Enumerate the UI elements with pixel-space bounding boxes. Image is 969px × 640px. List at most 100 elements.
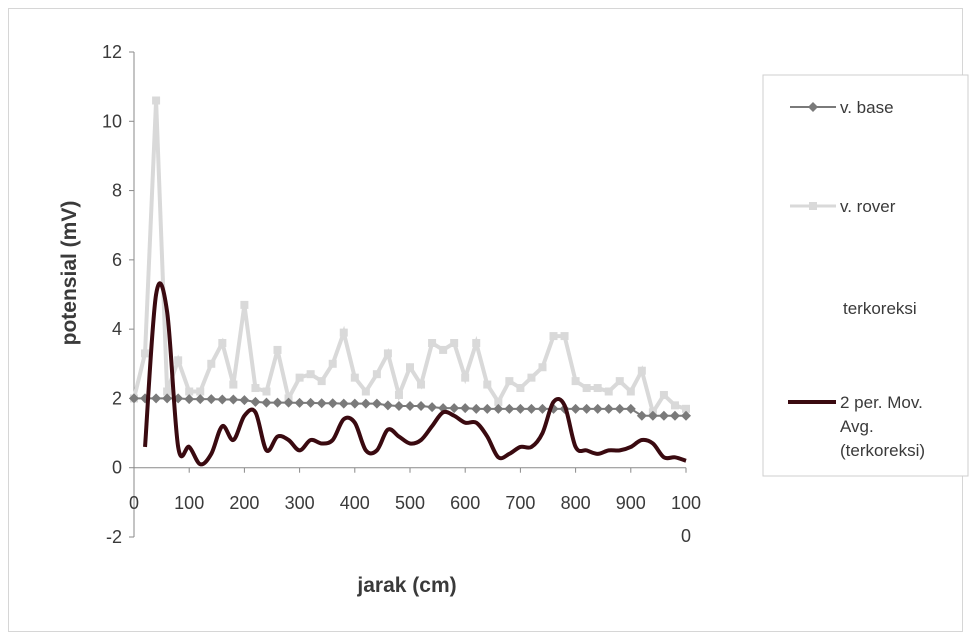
legend-label-terkoreksi: terkoreksi bbox=[843, 299, 917, 318]
y-tick-label: 2 bbox=[112, 388, 122, 408]
y-tick-label: 10 bbox=[102, 111, 122, 131]
data-point-v-base bbox=[338, 398, 349, 409]
data-point-v-rover bbox=[593, 384, 602, 393]
data-point-v-rover bbox=[240, 300, 249, 309]
data-point-v-rover bbox=[560, 332, 569, 341]
data-point-v-base bbox=[316, 398, 327, 409]
data-point-v-rover bbox=[527, 373, 536, 382]
data-point-v-rover bbox=[251, 384, 260, 393]
data-point-v-rover bbox=[549, 332, 558, 341]
data-point-v-rover bbox=[626, 387, 635, 396]
legend-label-line: terkoreksi bbox=[843, 299, 917, 318]
data-point-v-base bbox=[217, 394, 228, 405]
x-axis-title: jarak (cm) bbox=[356, 574, 456, 597]
x-tick-label-line: 400 bbox=[340, 493, 370, 513]
data-point-v-base bbox=[349, 398, 360, 409]
legend-label-v-rover: v. rover bbox=[840, 197, 896, 216]
data-point-v-base bbox=[129, 393, 139, 404]
x-tick-label: 700 bbox=[505, 493, 535, 513]
data-point-v-base bbox=[592, 403, 603, 414]
axes bbox=[129, 51, 687, 538]
data-point-v-rover bbox=[141, 349, 150, 358]
y-tick-label: 12 bbox=[102, 42, 122, 62]
data-point-v-base bbox=[636, 410, 647, 421]
data-point-v-rover bbox=[483, 380, 492, 389]
legend-label-v-base: v. base bbox=[840, 98, 894, 117]
x-tick-label: 600 bbox=[450, 493, 480, 513]
x-tick-label: 0 bbox=[129, 493, 139, 513]
legend-label-line: 2 per. Mov. bbox=[840, 393, 923, 412]
data-point-v-rover bbox=[439, 345, 448, 354]
data-point-v-rover bbox=[185, 387, 194, 396]
x-tick-label-line: 200 bbox=[229, 493, 259, 513]
data-point-v-rover bbox=[317, 377, 326, 386]
data-point-v-base bbox=[195, 394, 206, 405]
series-layer bbox=[129, 96, 691, 467]
data-point-v-base bbox=[305, 397, 316, 408]
x-tick-label-line: 800 bbox=[561, 493, 591, 513]
y-axis-title: potensial (mV) bbox=[58, 201, 81, 346]
data-point-v-rover bbox=[615, 377, 624, 386]
x-tick-label: 100 0 bbox=[671, 493, 701, 546]
data-point-v-base bbox=[151, 393, 162, 404]
data-point-v-rover bbox=[571, 377, 580, 386]
data-point-v-base bbox=[272, 397, 283, 408]
data-point-v-rover bbox=[196, 387, 205, 396]
data-point-v-base bbox=[228, 394, 239, 405]
x-tick-label-line: 100 bbox=[174, 493, 204, 513]
data-point-v-base bbox=[184, 394, 195, 405]
data-point-v-rover bbox=[207, 359, 216, 368]
legend-label-line: v. rover bbox=[840, 197, 896, 216]
data-point-v-rover bbox=[394, 390, 403, 399]
data-point-v-rover bbox=[361, 387, 370, 396]
data-point-v-rover bbox=[350, 373, 359, 382]
data-point-v-rover bbox=[383, 349, 392, 358]
data-point-v-base bbox=[647, 410, 658, 421]
data-point-v-rover bbox=[273, 345, 282, 354]
data-point-v-rover bbox=[428, 339, 437, 347]
data-point-v-base bbox=[393, 401, 404, 412]
data-point-v-rover bbox=[538, 363, 547, 372]
data-point-v-base bbox=[162, 393, 173, 404]
data-point-v-rover bbox=[604, 387, 613, 396]
x-tick-label-line: 500 bbox=[395, 493, 425, 513]
legend: v. base v. rover terkoreksi 2 per. Mov. Avg.… bbox=[788, 98, 925, 460]
data-point-v-base bbox=[283, 397, 294, 408]
data-point-v-base bbox=[658, 410, 669, 421]
data-point-v-rover bbox=[229, 380, 238, 389]
y-tick-label: 8 bbox=[112, 181, 122, 201]
data-point-v-base bbox=[515, 403, 526, 414]
y-tick-label: 0 bbox=[112, 458, 122, 478]
data-point-v-rover bbox=[218, 339, 227, 347]
legend-label-line: (terkoreksi) bbox=[840, 441, 925, 460]
y-tick-label: 4 bbox=[112, 319, 122, 339]
legend-box bbox=[762, 74, 969, 477]
data-point-v-rover bbox=[670, 401, 679, 410]
data-point-v-base bbox=[371, 398, 382, 409]
data-point-v-base bbox=[460, 403, 471, 414]
data-point-v-base bbox=[294, 397, 305, 408]
x-tick-label-line: 0 bbox=[129, 493, 139, 513]
data-point-v-base bbox=[405, 401, 415, 412]
series-line-2-per-mov-avg-terkoreksi bbox=[143, 281, 687, 467]
x-tick-label: 900 bbox=[616, 493, 646, 513]
data-point-v-rover bbox=[406, 363, 414, 372]
x-tick-label-line: 600 bbox=[450, 493, 480, 513]
data-point-v-rover bbox=[450, 339, 459, 347]
data-point-v-base bbox=[360, 398, 371, 409]
data-point-v-base bbox=[239, 395, 250, 406]
x-tick-label-line: 700 bbox=[505, 493, 535, 513]
data-point-v-base bbox=[603, 403, 614, 414]
x-tick-label: 200 bbox=[229, 493, 259, 513]
x-tick-label: 800 bbox=[561, 493, 591, 513]
data-point-v-base bbox=[382, 400, 393, 411]
data-point-v-base bbox=[482, 403, 493, 414]
data-point-v-rover bbox=[659, 390, 668, 399]
data-point-v-rover bbox=[262, 387, 271, 396]
data-point-v-rover bbox=[163, 387, 172, 396]
data-point-v-rover bbox=[516, 384, 525, 393]
x-tick-label-line: 100 bbox=[671, 493, 701, 513]
x-tick-label-line: 900 bbox=[616, 493, 646, 513]
data-point-v-rover bbox=[174, 356, 183, 365]
